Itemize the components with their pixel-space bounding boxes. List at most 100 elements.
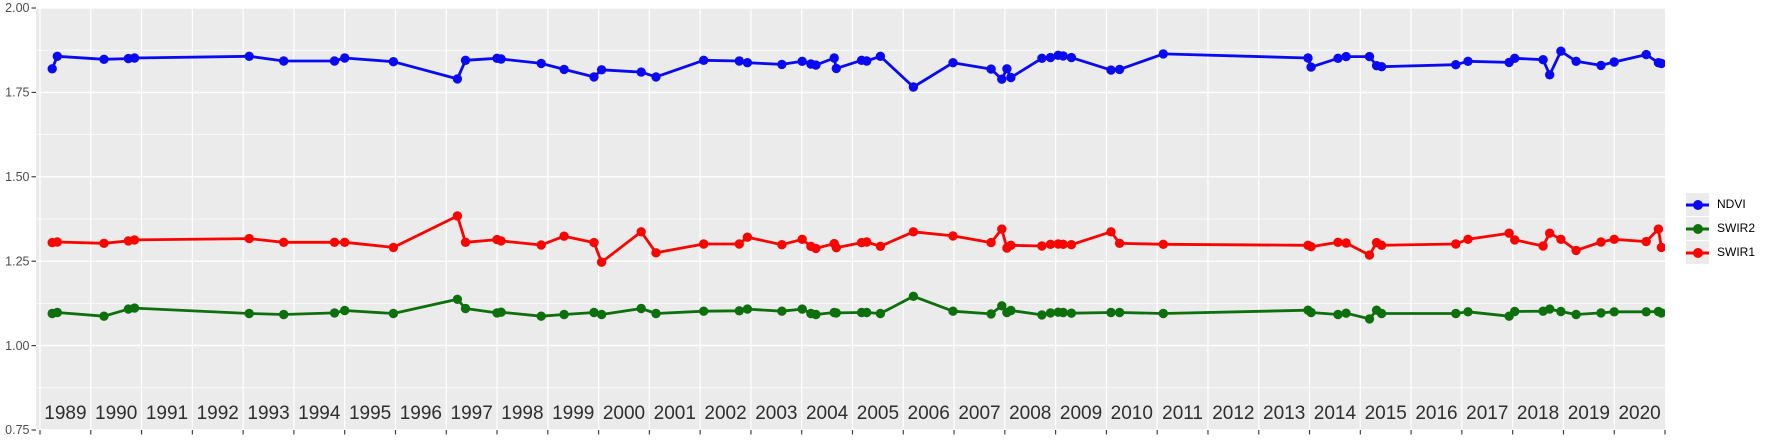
point-swatch-icon — [1692, 223, 1703, 234]
data-point — [340, 237, 350, 247]
data-point — [1545, 228, 1555, 238]
data-point — [831, 308, 841, 318]
data-point — [589, 307, 599, 318]
data-point — [329, 237, 340, 247]
data-point — [1656, 58, 1665, 69]
data-point — [340, 305, 350, 316]
data-point — [1451, 239, 1461, 249]
data-point — [948, 58, 958, 68]
data-point — [699, 239, 709, 249]
legend-key-swir2 — [1686, 217, 1709, 240]
data-point — [1571, 309, 1581, 320]
data-point — [1538, 241, 1548, 251]
y-axis-label: 1.50 — [5, 170, 29, 184]
data-point — [279, 237, 289, 247]
data-point — [797, 234, 807, 244]
data-point — [47, 64, 57, 74]
data-point — [596, 257, 607, 267]
data-point — [129, 53, 140, 63]
x-year-label: 1997 — [451, 403, 493, 424]
data-point — [1504, 228, 1514, 238]
data-point — [129, 303, 140, 313]
data-point — [1364, 314, 1375, 324]
x-year-label: 2019 — [1568, 403, 1610, 424]
y-axis-label: 0.75 — [5, 423, 29, 437]
data-point — [1641, 236, 1651, 247]
data-point — [1556, 46, 1566, 56]
data-point — [1306, 307, 1316, 318]
data-point — [1364, 250, 1375, 260]
data-point — [559, 309, 569, 320]
data-point — [99, 238, 109, 248]
data-point — [1341, 51, 1351, 62]
data-point — [1114, 307, 1125, 318]
data-point — [811, 60, 821, 70]
data-point — [1609, 307, 1619, 317]
data-point — [699, 306, 709, 316]
data-point — [1066, 240, 1077, 250]
data-point — [1341, 308, 1351, 318]
data-point — [829, 53, 839, 63]
series-ndvi — [47, 46, 1665, 92]
legend-item-swir1: SWIR1 — [1686, 241, 1755, 264]
data-point — [1510, 53, 1520, 63]
data-point — [734, 239, 744, 249]
data-point — [1158, 239, 1169, 249]
data-point — [1045, 52, 1056, 63]
data-point — [1045, 239, 1056, 249]
data-point — [734, 56, 744, 66]
data-point — [1037, 53, 1047, 63]
x-year-label: 2005 — [857, 403, 899, 424]
data-point — [452, 74, 463, 84]
data-point — [536, 240, 546, 250]
data-point — [1006, 240, 1016, 250]
data-point — [1376, 61, 1387, 72]
data-point — [875, 241, 886, 251]
x-year-label: 2009 — [1060, 403, 1102, 424]
data-point — [797, 304, 807, 314]
data-point — [651, 248, 661, 258]
data-point — [986, 309, 996, 319]
data-point — [1556, 306, 1566, 317]
data-point — [1333, 237, 1343, 247]
data-point — [496, 54, 506, 64]
data-point — [777, 59, 787, 70]
legend-item-swir2: SWIR2 — [1686, 217, 1755, 240]
x-year-label: 1995 — [349, 403, 391, 424]
data-point — [279, 309, 289, 320]
data-point — [1341, 238, 1351, 248]
data-point — [1545, 304, 1555, 314]
data-point — [52, 237, 62, 247]
data-point — [496, 236, 506, 246]
data-point — [734, 306, 744, 316]
x-year-label: 2020 — [1618, 403, 1660, 424]
x-year-label: 2014 — [1314, 403, 1357, 424]
data-point — [1641, 307, 1651, 317]
data-point — [797, 56, 807, 66]
x-year-label: 1996 — [400, 403, 442, 424]
data-point — [1037, 310, 1047, 320]
legend-item-ndvi: NDVI — [1686, 193, 1755, 216]
data-point — [699, 55, 709, 65]
data-point — [460, 55, 471, 65]
data-point — [862, 307, 872, 318]
data-point — [1463, 234, 1473, 244]
x-year-label: 2006 — [908, 403, 950, 424]
data-point — [1451, 308, 1461, 319]
x-year-label: 1994 — [298, 403, 341, 424]
y-axis-label: 2.00 — [5, 1, 29, 15]
data-point — [52, 51, 62, 61]
data-point — [1158, 308, 1169, 319]
x-year-label: 2000 — [603, 403, 645, 424]
x-year-label: 2015 — [1365, 403, 1407, 424]
data-point — [1106, 227, 1116, 237]
data-point — [831, 243, 841, 253]
series-swir2 — [47, 291, 1665, 324]
x-year-label: 2001 — [654, 403, 696, 424]
data-point — [329, 308, 340, 318]
data-point — [908, 227, 919, 237]
data-point — [948, 231, 958, 241]
data-point — [1158, 49, 1169, 59]
data-point — [636, 67, 646, 77]
data-point — [1596, 308, 1606, 318]
